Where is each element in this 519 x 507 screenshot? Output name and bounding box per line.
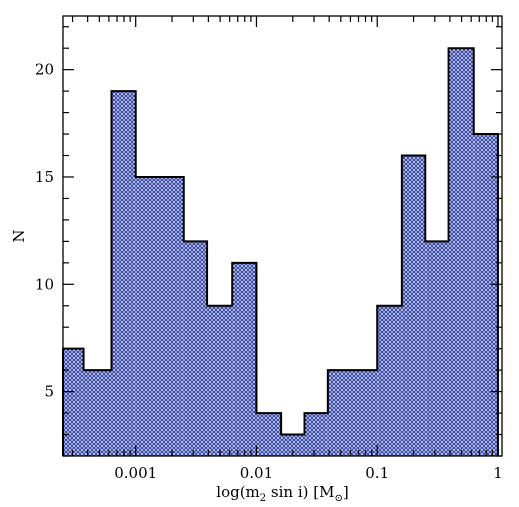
histogram-bars xyxy=(63,48,498,457)
y-axis-ticks: 5 10 15 20 xyxy=(35,26,502,457)
histogram-bar-9 xyxy=(304,413,328,456)
x-tick-label: 1 xyxy=(493,464,503,482)
x-axis-label: log(m2 sin i) [M⊙] xyxy=(216,483,348,504)
x-tick-label: 0.001 xyxy=(114,464,157,482)
histogram-bar-0 xyxy=(63,348,84,456)
histogram-bar-5 xyxy=(207,305,233,456)
y-tick-label: 20 xyxy=(35,61,54,79)
histogram-bar-14 xyxy=(448,48,474,456)
y-tick-label: 15 xyxy=(35,168,54,186)
histogram-bar-13 xyxy=(425,241,449,456)
histogram-bar-12 xyxy=(401,155,426,456)
x-tick-label: 0.1 xyxy=(365,464,389,482)
histogram-bar-6 xyxy=(232,262,257,456)
y-tick-label: 10 xyxy=(35,275,54,293)
plot-frame xyxy=(62,15,503,457)
histogram-bar-11 xyxy=(377,305,402,456)
x-axis-ticks: 0.001 0.01 0.1 1 xyxy=(71,16,503,482)
histogram-bar-2 xyxy=(111,91,136,456)
histogram-bar-8 xyxy=(281,434,305,456)
histogram-bar-7 xyxy=(256,413,282,456)
histogram-bar-10 xyxy=(327,370,378,456)
histogram-bar-15 xyxy=(473,134,498,457)
y-axis-label: N xyxy=(10,229,28,242)
histogram-outline xyxy=(62,47,499,456)
x-tick-label: 0.01 xyxy=(240,464,273,482)
histogram-bar-4 xyxy=(183,241,208,456)
histogram-bar-3 xyxy=(135,176,184,456)
histogram-bar-1 xyxy=(83,370,112,456)
y-tick-label: 5 xyxy=(44,383,54,401)
